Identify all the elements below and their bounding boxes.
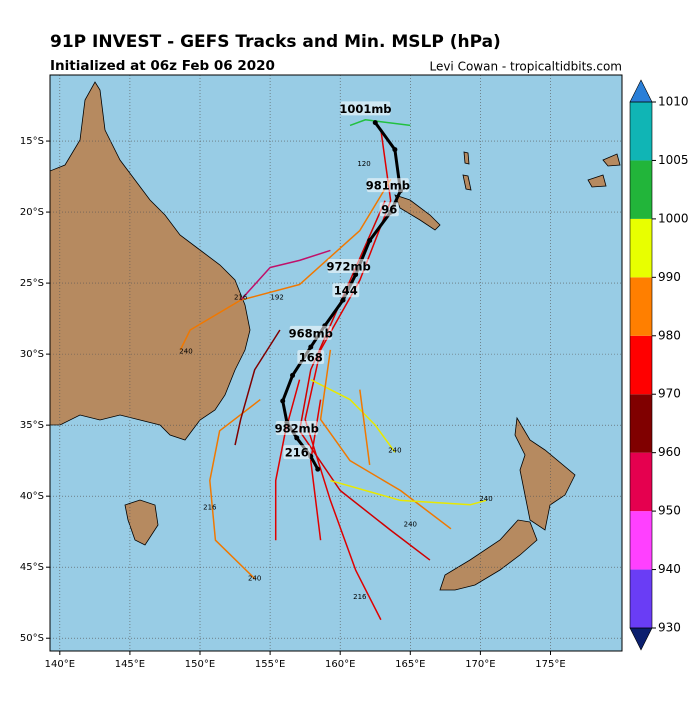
member-track	[319, 349, 452, 530]
colorbar-extend-high	[629, 79, 653, 103]
label-box	[340, 101, 391, 116]
colorbar-label: 1010	[658, 95, 689, 109]
member-track	[349, 118, 411, 127]
x-tick-label: 160°E	[325, 659, 355, 670]
colorbar-segment	[630, 394, 652, 453]
hour-label: 240	[479, 495, 492, 503]
y-tick-label: 35°S	[20, 420, 44, 431]
x-tick-label: 145°E	[115, 659, 145, 670]
mean-point	[367, 237, 373, 243]
x-tick-label: 170°E	[465, 659, 495, 670]
x-tick-label: 175°E	[535, 659, 565, 670]
mean-point	[315, 466, 321, 472]
colorbar-label: 930	[658, 621, 681, 635]
mean-label: 144	[334, 284, 358, 298]
x-tick-label: 165°E	[395, 659, 425, 670]
colorbar-label: 950	[658, 504, 681, 518]
colorbar-label: 960	[658, 445, 681, 459]
credit: Levi Cowan - tropicaltidbits.com	[429, 60, 622, 74]
label-box	[283, 445, 311, 460]
hour-label: 240	[388, 447, 401, 455]
label-box	[327, 259, 370, 274]
colorbar-label: 990	[658, 270, 681, 284]
mean-label: 96	[381, 203, 397, 217]
colorbar: 930 940 950 960 970 980 990 1000 1005 1010	[629, 79, 689, 651]
mean-point	[353, 272, 359, 278]
hour-label: 240	[179, 347, 192, 355]
y-tick-label: 25°S	[20, 278, 44, 289]
label-box	[297, 349, 325, 364]
member-track	[234, 329, 281, 446]
hour-label: 240	[404, 521, 417, 529]
colorbar-segment	[630, 102, 652, 161]
member-track	[179, 179, 392, 351]
hour-label: 216	[234, 293, 248, 301]
colorbar-frame	[629, 101, 653, 629]
label-box	[275, 420, 318, 435]
colorbar-segment	[630, 277, 652, 336]
hour-label: 240	[248, 575, 261, 583]
y-tick-label: 45°S	[20, 562, 44, 573]
member-track	[310, 399, 322, 541]
map-frame	[49, 74, 623, 652]
x-tick-label: 140°E	[45, 659, 75, 670]
x-tick-label: 155°E	[255, 659, 285, 670]
hour-label: 216	[203, 504, 217, 512]
mean-point	[372, 120, 378, 126]
member-track	[330, 479, 487, 506]
mean-label: 982mb	[275, 421, 319, 435]
hour-label: 192	[270, 293, 283, 301]
title: 91P INVEST - GEFS Tracks and Min. MSLP (…	[50, 32, 501, 52]
colorbar-segment	[630, 511, 652, 570]
y-tick-label: 20°S	[20, 207, 44, 218]
mean-label: 968mb	[289, 326, 333, 340]
colorbar-label: 970	[658, 387, 681, 401]
colorbar-segment	[630, 160, 652, 219]
subtitle: Initialized at 06z Feb 06 2020	[50, 58, 275, 74]
mean-point	[392, 147, 398, 153]
mean-label: 972mb	[327, 260, 371, 274]
mean-label: 216	[285, 446, 309, 460]
member-track	[209, 398, 261, 580]
colorbar-label: 1005	[658, 153, 689, 167]
mean-point	[294, 435, 300, 441]
colorbar-segment	[630, 218, 652, 278]
mean-point	[290, 372, 296, 378]
mean-point	[340, 297, 346, 303]
colorbar-segment	[630, 569, 652, 628]
member-track	[274, 379, 301, 541]
y-tick-label: 50°S	[20, 633, 44, 644]
hour-label: 120	[357, 160, 370, 168]
mean-label: 1001mb	[339, 102, 391, 116]
hour-label: 216	[353, 593, 367, 601]
label-box	[366, 178, 409, 193]
y-tick-label: 15°S	[20, 136, 44, 147]
land	[50, 81, 621, 591]
label-box	[332, 283, 360, 298]
mean-label: 168	[299, 350, 323, 364]
mean-point	[308, 344, 314, 350]
y-tick-label: 40°S	[20, 491, 44, 502]
label-box	[379, 202, 399, 217]
x-tick-label: 150°E	[185, 659, 215, 670]
label-box	[289, 325, 332, 340]
colorbar-segment	[630, 452, 652, 512]
colorbar-extend-low	[629, 627, 653, 651]
colorbar-label: 940	[658, 562, 681, 576]
colorbar-label: 1000	[658, 211, 689, 225]
grid	[50, 75, 622, 651]
mean-label: 981mb	[366, 179, 410, 193]
member-track	[359, 389, 371, 466]
labels: 140°E 145°E 150°E 155°E 160°E 165°E 170°E 175°E…	[20, 101, 566, 670]
colorbar-label: 980	[658, 328, 681, 342]
member-track	[240, 249, 331, 301]
y-tick-label: 30°S	[20, 349, 44, 360]
mean-point	[280, 398, 286, 404]
colorbar-segment	[630, 335, 652, 395]
